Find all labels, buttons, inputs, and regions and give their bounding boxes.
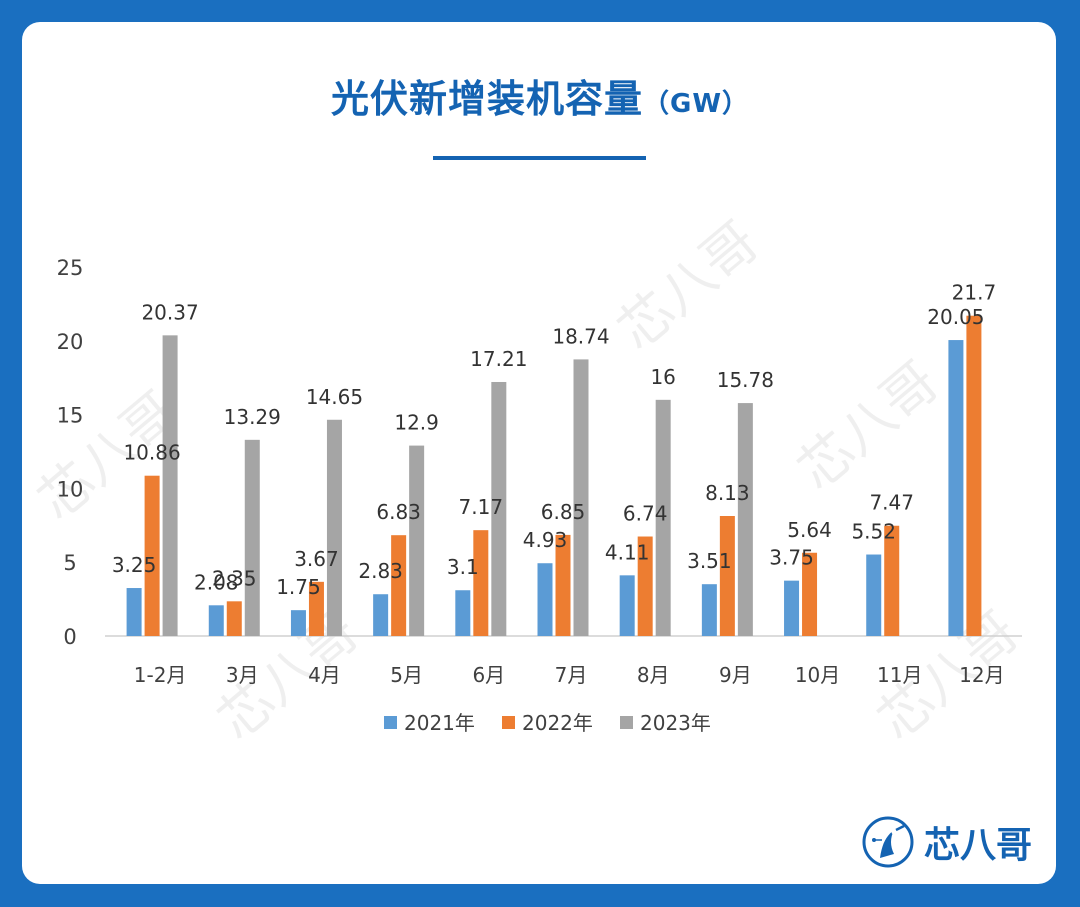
bar-2023年-5月 xyxy=(409,445,425,636)
brand-name: 芯八哥 xyxy=(924,825,1033,866)
bar-2021年-6月 xyxy=(455,590,471,636)
bar-2022年-10月 xyxy=(802,552,818,636)
data-label: 12.9 xyxy=(394,411,439,435)
legend-swatch-2021年 xyxy=(384,716,397,729)
bar-2022年-8月 xyxy=(637,536,653,636)
data-label: 14.65 xyxy=(306,385,363,409)
bar-2021年-10月 xyxy=(784,580,800,636)
bar-2021年-11月 xyxy=(866,554,882,636)
y-tick-label: 5 xyxy=(63,551,76,575)
data-label: 7.47 xyxy=(869,491,914,515)
data-label: 20.05 xyxy=(927,305,984,329)
data-label: 21.7 xyxy=(952,281,997,305)
y-tick-label: 10 xyxy=(57,477,84,501)
title-text: 光伏新增装机容量 xyxy=(330,77,643,121)
x-tick-label: 4月 xyxy=(308,663,341,687)
brand-logo: 芯八哥 xyxy=(860,812,1032,872)
bar-2023年-4月 xyxy=(326,419,342,636)
legend-swatch-2023年 xyxy=(620,716,633,729)
data-label: 2.83 xyxy=(358,559,403,583)
bar-2021年-1-2月 xyxy=(126,588,142,636)
x-tick-label: 10月 xyxy=(795,663,840,687)
x-tick-label: 8月 xyxy=(637,663,670,687)
bar-2021年-12月 xyxy=(948,340,964,636)
bar-2022年-6月 xyxy=(473,530,489,636)
data-label: 3.67 xyxy=(294,547,339,571)
data-label: 4.11 xyxy=(605,540,650,564)
legend-label: 2021年 xyxy=(404,711,475,735)
bar-2022年-1-2月 xyxy=(144,475,160,636)
bar-2023年-1-2月 xyxy=(162,335,178,636)
bar-2022年-9月 xyxy=(719,516,735,636)
bar-2021年-7月 xyxy=(537,563,553,636)
data-label: 6.74 xyxy=(623,502,668,526)
x-tick-label: 5月 xyxy=(390,663,423,687)
bar-2022年-7月 xyxy=(555,534,571,636)
data-label: 3.51 xyxy=(687,549,732,573)
bar-2022年-5月 xyxy=(391,535,407,636)
legend-swatch-2022年 xyxy=(502,716,515,729)
chart-title: 光伏新增装机容量（GW） xyxy=(0,68,1080,123)
x-tick-label: 12月 xyxy=(959,663,1004,687)
bird-circle-logo-icon xyxy=(862,816,914,868)
bar-2023年-8月 xyxy=(655,399,671,636)
data-label: 10.86 xyxy=(123,441,180,465)
bar-2023年-6月 xyxy=(491,381,507,636)
legend-label: 2022年 xyxy=(522,711,593,735)
x-tick-label: 6月 xyxy=(472,663,505,687)
watermark-text: 芯八哥 xyxy=(606,210,771,362)
bar-2021年-4月 xyxy=(290,610,306,636)
y-tick-label: 20 xyxy=(57,330,84,354)
y-tick-label: 25 xyxy=(57,256,84,280)
bar-2023年-7月 xyxy=(573,359,589,636)
data-label: 6.85 xyxy=(541,500,586,524)
data-label: 18.74 xyxy=(552,324,609,348)
data-label: 20.37 xyxy=(141,300,198,324)
bar-2023年-3月 xyxy=(244,439,260,636)
data-label: 6.83 xyxy=(376,500,421,524)
chart-card xyxy=(22,22,1056,884)
bar-2021年-5月 xyxy=(373,594,389,636)
data-label: 5.64 xyxy=(787,518,832,542)
data-label: 1.75 xyxy=(276,575,321,599)
data-label: 3.25 xyxy=(112,553,157,577)
x-tick-label: 1-2月 xyxy=(134,663,187,687)
bar-2021年-9月 xyxy=(701,584,717,636)
x-tick-label: 9月 xyxy=(719,663,752,687)
bar-2022年-3月 xyxy=(226,601,242,636)
legend-label: 2023年 xyxy=(640,711,711,735)
data-label: 13.29 xyxy=(224,405,281,429)
title-unit: （GW） xyxy=(642,89,750,119)
bar-2023年-9月 xyxy=(737,403,753,636)
data-label: 8.13 xyxy=(705,481,750,505)
bar-2022年-11月 xyxy=(884,525,900,636)
bar-2022年-4月 xyxy=(308,581,324,636)
data-label: 2.08 xyxy=(194,570,239,594)
y-tick-label: 0 xyxy=(63,625,76,649)
x-tick-label: 7月 xyxy=(555,663,588,687)
data-label: 5.52 xyxy=(851,520,896,544)
title-underline xyxy=(433,156,646,160)
data-label: 17.21 xyxy=(470,347,527,371)
watermark-text: 芯八哥 xyxy=(786,350,951,502)
data-label: 15.78 xyxy=(717,368,774,392)
x-tick-label: 11月 xyxy=(877,663,922,687)
data-label: 3.1 xyxy=(447,555,479,579)
bar-2021年-8月 xyxy=(619,575,635,636)
bar-2022年-12月 xyxy=(966,315,982,636)
data-label: 16 xyxy=(650,365,675,389)
data-label: 2.35 xyxy=(212,566,257,590)
y-tick-label: 15 xyxy=(57,404,84,428)
data-label: 4.93 xyxy=(523,528,568,552)
data-label: 7.17 xyxy=(459,495,504,519)
x-tick-label: 3月 xyxy=(226,663,259,687)
data-label: 3.75 xyxy=(769,546,814,570)
bar-2021年-3月 xyxy=(208,605,224,636)
